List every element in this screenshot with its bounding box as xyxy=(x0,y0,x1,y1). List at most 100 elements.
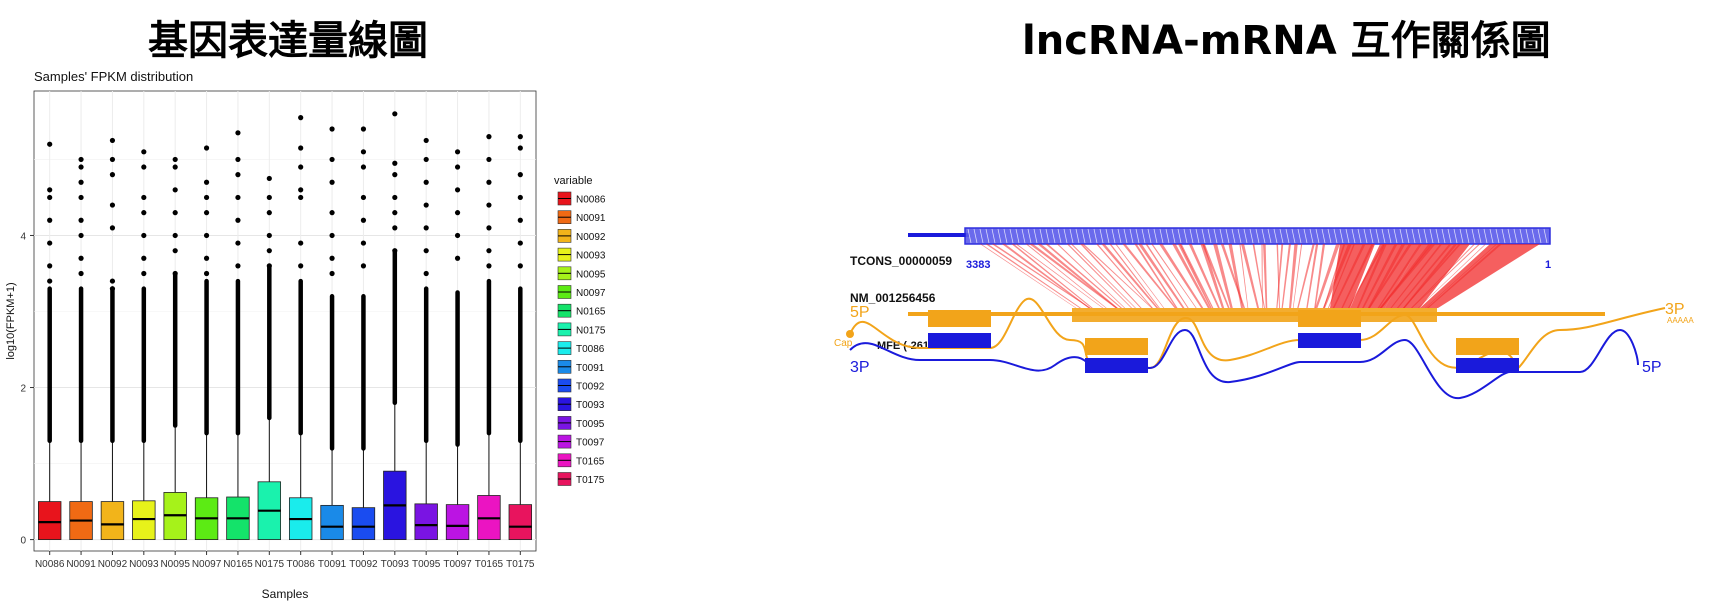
interaction-link xyxy=(1080,244,1142,308)
hatch-line xyxy=(1075,228,1080,244)
hatch-line xyxy=(1219,228,1224,244)
legend-label: N0092 xyxy=(576,232,606,243)
hatch-line xyxy=(1429,228,1434,244)
hatch-line xyxy=(1471,228,1476,244)
plot-panel xyxy=(33,90,537,552)
outlier-point xyxy=(141,194,147,201)
interaction-link xyxy=(1200,244,1225,308)
interaction-link xyxy=(1289,244,1298,308)
outlier-point xyxy=(298,263,304,269)
legend: N0086 N0091 N0092 N0093 N0095 N0097 N0165 N0175… xyxy=(557,191,606,486)
mrna-exon-3 xyxy=(1298,310,1361,327)
x-tick-label: N0165 xyxy=(223,559,253,570)
hatch-line xyxy=(1381,228,1386,244)
axes: 0 2 4 N0086 N0091 N0092 N0093 N0095 N0097 N0165 N0… xyxy=(20,231,534,570)
outlier-point xyxy=(329,179,335,185)
hatch-line xyxy=(1201,228,1206,244)
interaction-link xyxy=(1134,244,1178,308)
hatch-line xyxy=(1189,228,1194,244)
hatch-line xyxy=(1453,228,1458,244)
hatch-line xyxy=(1357,228,1362,244)
legend-label: N0093 xyxy=(576,251,606,262)
hatch-line xyxy=(1507,228,1512,244)
outlier-point xyxy=(298,240,304,246)
hatch-line xyxy=(1279,228,1284,244)
legend-label: T0092 xyxy=(576,382,605,393)
outlier-point xyxy=(392,225,398,231)
y-tick-label: 2 xyxy=(20,384,26,395)
interaction-link xyxy=(1045,244,1123,308)
boxes xyxy=(37,111,533,540)
mrna-exon-1 xyxy=(928,310,991,327)
outlier-point xyxy=(454,255,461,261)
outlier-point xyxy=(47,278,53,284)
outlier-point xyxy=(47,141,53,147)
outlier-point xyxy=(329,270,335,277)
box-N0093 xyxy=(132,149,156,540)
outlier-point xyxy=(392,248,398,254)
outlier-point xyxy=(517,172,523,178)
box-T0097 xyxy=(445,149,470,540)
interaction-block xyxy=(1385,244,1470,308)
outlier-point xyxy=(78,217,84,223)
outlier-point xyxy=(235,172,241,178)
interaction-link xyxy=(1082,244,1153,308)
mrna-binding-region xyxy=(1072,308,1437,322)
boxplot-heading: 基因表達量線圖 xyxy=(148,18,428,64)
hatch-line xyxy=(1447,228,1452,244)
label-cap: Cap xyxy=(834,338,853,349)
interaction-link xyxy=(1179,244,1214,308)
label-3p-top: 3P xyxy=(1665,301,1685,318)
outlier-point xyxy=(203,179,210,185)
mrna-id: NM_001256456 xyxy=(850,291,936,305)
interaction-link xyxy=(1172,244,1211,308)
outlier-point xyxy=(235,240,241,246)
outlier-point xyxy=(109,137,116,144)
outlier-point xyxy=(172,210,178,216)
outlier-point xyxy=(486,179,492,185)
outlier-point xyxy=(454,149,461,155)
box-T0086 xyxy=(288,115,313,540)
outlier-point xyxy=(423,202,429,208)
hatch-line xyxy=(1333,228,1338,244)
outlier-point xyxy=(517,194,523,201)
label-5p-top: 5P xyxy=(850,304,870,321)
hatch-line xyxy=(973,228,978,244)
box-N0165 xyxy=(226,130,250,540)
hatch-line xyxy=(1153,228,1158,244)
outlier-point xyxy=(141,270,147,277)
x-tick-label: N0095 xyxy=(160,559,190,570)
outlier-point xyxy=(109,202,116,208)
hatch-line xyxy=(1459,228,1464,244)
interaction-link xyxy=(1297,244,1315,308)
hatch-line xyxy=(1081,228,1086,244)
box xyxy=(508,504,533,540)
hatch-line xyxy=(985,228,990,244)
legend-label: N0175 xyxy=(576,325,606,336)
hatch-line xyxy=(1405,228,1410,244)
lncrna-id: TCONS_00000059 xyxy=(850,254,952,268)
hatch-line xyxy=(1087,228,1092,244)
box-T0093 xyxy=(383,111,407,540)
box xyxy=(132,500,156,540)
outlier-point xyxy=(360,164,367,170)
legend-label: T0093 xyxy=(576,400,605,411)
hatch-line xyxy=(1315,228,1320,244)
hatch-line xyxy=(1351,228,1356,244)
outlier-point xyxy=(423,248,429,254)
legend-label: N0095 xyxy=(576,269,606,280)
hatch-line xyxy=(1099,228,1104,244)
interaction-block xyxy=(1420,244,1540,308)
hatch-line xyxy=(1015,228,1020,244)
interaction-links xyxy=(979,244,1540,308)
box-T0092 xyxy=(351,126,376,540)
outlier-point xyxy=(423,270,429,277)
legend-label: T0091 xyxy=(576,363,605,374)
interaction-link xyxy=(1109,244,1160,308)
box-N0092 xyxy=(100,137,125,540)
box-T0175 xyxy=(508,134,533,540)
outlier-point xyxy=(78,156,84,163)
outlier-point xyxy=(266,175,272,182)
hatch-line xyxy=(1327,228,1332,244)
outlier-point xyxy=(203,270,210,277)
